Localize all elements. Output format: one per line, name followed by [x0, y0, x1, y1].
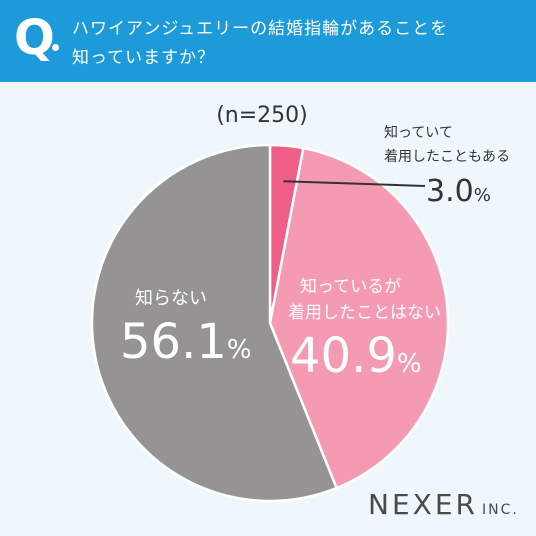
slice-2-value: 40.9%: [290, 328, 422, 384]
logo-main-text: NEXER: [368, 488, 478, 521]
slice-2-label-line-2: 着用したことはない: [288, 303, 441, 323]
leader-line-slice-1: [283, 180, 426, 187]
question-text-line-1: ハワイアンジュエリーの結婚指輪があることを: [72, 19, 449, 39]
question-q-mark: Q: [14, 10, 55, 66]
slice-1-label-line-1: 知っていて: [384, 124, 453, 141]
slice-3-value: 56.1%: [120, 314, 252, 370]
pie-slice-2: [268, 146, 450, 490]
question-header: Q ハワイアンジュエリーの結婚指輪があることを 知っていますか？: [0, 0, 536, 82]
sample-size-label: (n=250): [216, 103, 308, 128]
slice-2-label-line-1: 知っているが: [300, 277, 401, 297]
slice-1-label-line-2: 着用したこともある: [384, 149, 510, 165]
logo-inc-text: INC.: [481, 502, 519, 518]
nexer-logo: NEXER INC.: [368, 488, 519, 521]
slice-3-label: 知らない: [135, 288, 207, 309]
pie-slice-3: [90, 143, 338, 503]
question-q-dot: [52, 44, 59, 51]
question-text-line-2: 知っていますか？: [72, 48, 216, 68]
slice-1-value: 3.0%: [426, 174, 491, 209]
